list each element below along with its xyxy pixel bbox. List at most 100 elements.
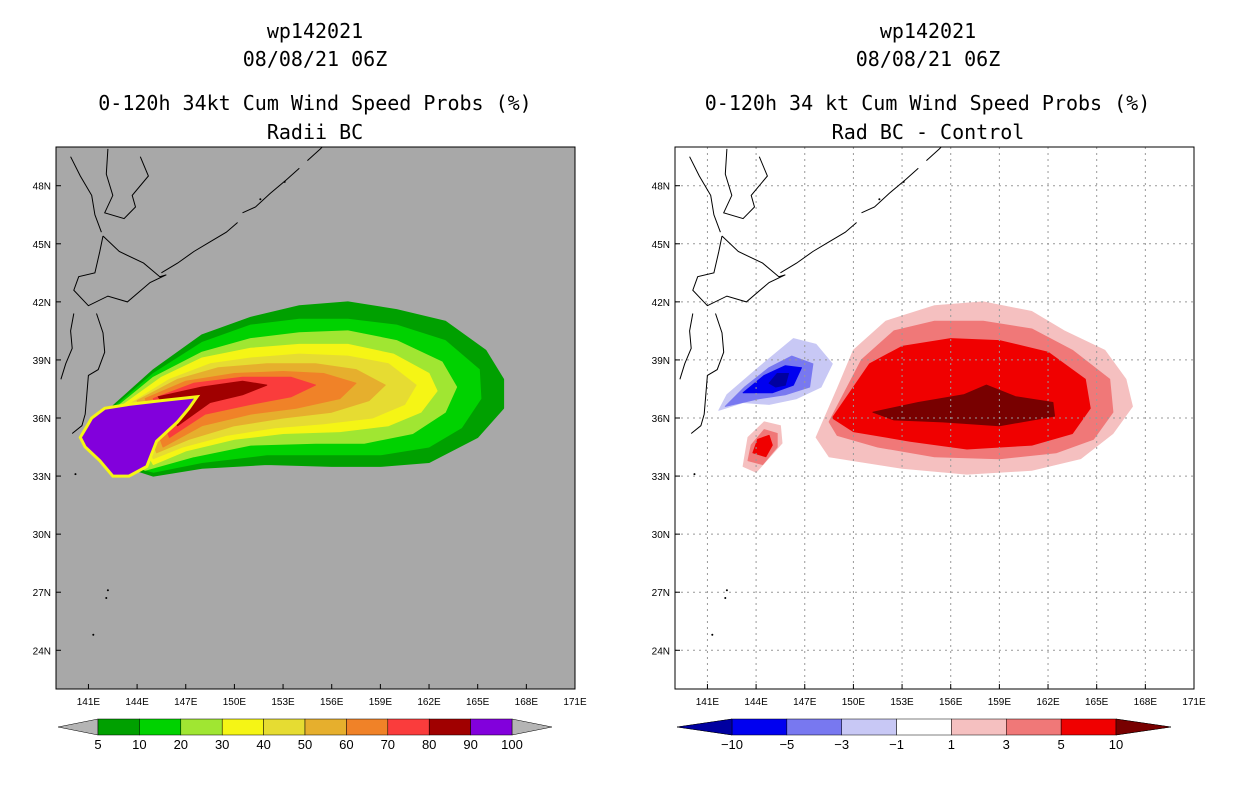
x-tick-label: 150E xyxy=(842,697,866,708)
colorbar-swatch xyxy=(841,718,897,736)
colorbar-swatch xyxy=(951,718,1007,736)
coastline xyxy=(723,148,768,220)
colorbar-swatch xyxy=(1006,718,1062,736)
colorbar-right-arrow-fill xyxy=(1115,718,1172,736)
y-tick-label: 24N xyxy=(652,646,670,657)
coastline xyxy=(307,147,323,161)
y-tick-label: 33N xyxy=(33,472,51,483)
left-title-sub: Radii BC xyxy=(266,120,364,144)
x-tick-label: 153E xyxy=(271,697,295,708)
colorbar-label: 80 xyxy=(422,737,436,752)
colorbar-label: 1 xyxy=(948,737,955,752)
colorbar-label: 5 xyxy=(1058,737,1065,752)
colorbar-swatch xyxy=(786,718,842,736)
colorbar-label: 60 xyxy=(339,737,353,752)
colorbar-swatch xyxy=(139,718,182,736)
colorbar-left-arrow xyxy=(57,718,99,736)
y-tick-label: 39N xyxy=(33,356,51,367)
colorbar-label: 3 xyxy=(1003,737,1010,752)
plot-area xyxy=(675,147,1194,689)
colorbar-label: 5 xyxy=(94,737,101,752)
island-dot xyxy=(902,180,905,183)
y-tick-label: 30N xyxy=(33,530,51,541)
island-dot xyxy=(92,633,95,636)
x-tick-label: 165E xyxy=(1085,697,1109,708)
coastline xyxy=(690,313,725,434)
island-dot xyxy=(74,473,77,476)
x-tick-label: 156E xyxy=(939,697,963,708)
y-tick-label: 48N xyxy=(33,182,51,193)
plot-area xyxy=(60,147,505,636)
colorbar-swatch xyxy=(263,718,306,736)
y-tick-label: 27N xyxy=(33,588,51,599)
x-tick-label: 150E xyxy=(223,697,247,708)
colorbar-left-arrow-fill xyxy=(676,718,733,736)
y-tick-label: 30N xyxy=(652,530,670,541)
colorbar-right-arrow xyxy=(511,718,553,736)
colorbar-swatch xyxy=(304,718,347,736)
y-tick-label: 24N xyxy=(33,646,51,657)
x-tick-label: 165E xyxy=(466,697,490,708)
contour--10 xyxy=(768,373,789,388)
x-tick-label: 144E xyxy=(744,697,768,708)
coastline xyxy=(60,313,75,380)
coastline xyxy=(861,167,919,214)
coastline xyxy=(71,313,106,434)
island-dot xyxy=(105,597,108,600)
colorbar-label: −5 xyxy=(779,737,794,752)
right-title-main: 0-120h 34 kt Cum Wind Speed Probs (%) xyxy=(704,91,1151,115)
island-dot xyxy=(283,180,286,183)
colorbar-label: 100 xyxy=(501,737,523,752)
chart-panel-2: 141E 144E 147E 150E 153E 156E 159E 162E 165E 168E… xyxy=(652,146,1206,752)
colorbar-label: 20 xyxy=(174,737,188,752)
coastline xyxy=(679,313,694,380)
colorbar: −10 −5 −3 −1 1 3 5 10 xyxy=(676,718,1172,752)
island-dot xyxy=(711,633,714,636)
island-dot xyxy=(259,198,262,201)
coastline xyxy=(780,222,857,274)
x-tick-label: 156E xyxy=(320,697,344,708)
coastline xyxy=(242,167,300,214)
x-tick-label: 159E xyxy=(369,697,393,708)
y-tick-label: 42N xyxy=(33,298,51,309)
y-tick-label: 45N xyxy=(652,240,670,251)
chart-panel-1: 141E 144E 147E 150E 153E 156E 159E 162E 165E 168E… xyxy=(33,146,587,752)
core-rim xyxy=(78,394,201,478)
x-tick-label: 141E xyxy=(696,697,720,708)
left-title-storm-id: wp142021 xyxy=(266,19,364,43)
contour-10 xyxy=(872,384,1055,427)
right-title-storm-id: wp142021 xyxy=(879,19,977,43)
colorbar-swatch xyxy=(387,718,430,736)
colorbar-swatch xyxy=(180,718,223,736)
x-tick-label: 147E xyxy=(174,697,198,708)
colorbar-swatch xyxy=(221,718,264,736)
x-tick-label: 168E xyxy=(1134,697,1158,708)
colorbar-swatch xyxy=(428,718,471,736)
y-tick-label: 33N xyxy=(652,472,670,483)
y-tick-label: 36N xyxy=(652,414,670,425)
right-title-sub: Rad BC - Control xyxy=(831,120,1025,144)
x-tick-label: 153E xyxy=(890,697,914,708)
left-title-date: 08/08/21 06Z xyxy=(242,47,388,71)
coastline xyxy=(73,235,167,307)
colorbar-label: 90 xyxy=(463,737,477,752)
colorbar-label: −3 xyxy=(834,737,849,752)
y-tick-label: 45N xyxy=(33,240,51,251)
y-tick-label: 27N xyxy=(652,588,670,599)
contour-5 xyxy=(752,434,773,458)
coastline xyxy=(70,156,102,233)
x-tick-label: 159E xyxy=(988,697,1012,708)
coastline xyxy=(692,235,786,307)
colorbar-label: 70 xyxy=(381,737,395,752)
colorbar-label: 30 xyxy=(215,737,229,752)
x-tick-label: 171E xyxy=(563,697,587,708)
colorbar-swatch xyxy=(346,718,389,736)
colorbar-label: 50 xyxy=(298,737,312,752)
x-tick-label: 171E xyxy=(1182,697,1206,708)
y-tick-label: 36N xyxy=(33,414,51,425)
coastline xyxy=(689,156,721,233)
colorbar-label: 10 xyxy=(132,737,146,752)
colorbar-swatch xyxy=(896,718,952,736)
colorbar-label: −1 xyxy=(889,737,904,752)
